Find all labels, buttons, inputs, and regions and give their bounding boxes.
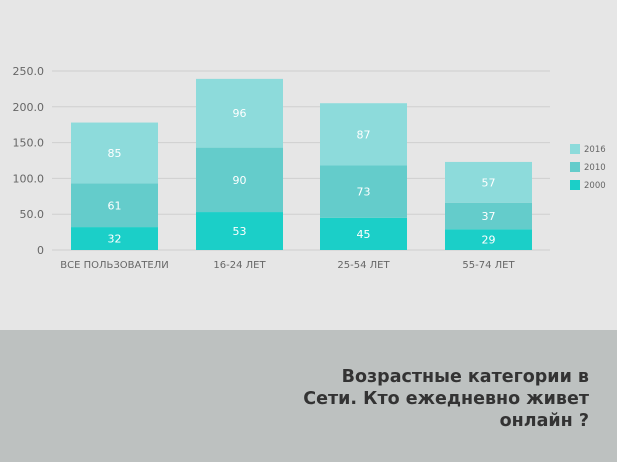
- bar-segment-2016: [320, 103, 407, 166]
- bar-segment-2000: [196, 212, 283, 250]
- data-label: 29: [482, 234, 496, 247]
- slide-title: Возрастные категории в Сети. Кто ежеднев…: [303, 367, 589, 431]
- legend-label: 2010: [584, 163, 606, 173]
- bar-segment-2000: [445, 229, 532, 250]
- x-tick-label: ВСЕ ПОЛЬЗОВАТЕЛИ: [60, 260, 169, 271]
- bar-segment-2016: [71, 122, 158, 184]
- y-tick-label: 150.0: [13, 137, 45, 150]
- bar-segment-2000: [320, 217, 407, 250]
- legend-swatch: [570, 180, 580, 190]
- y-tick-label: 50.0: [20, 208, 45, 221]
- y-tick-label: 0: [37, 244, 44, 257]
- data-label: 53: [233, 225, 247, 238]
- legend-label: 2000: [584, 181, 606, 191]
- data-label: 32: [108, 233, 122, 246]
- data-label: 85: [108, 147, 122, 160]
- bar-segment-2010: [196, 147, 283, 213]
- data-label: 73: [357, 186, 371, 199]
- bar-segment-2000: [71, 227, 158, 250]
- data-label: 37: [482, 210, 496, 223]
- bar-segment-2016: [196, 78, 283, 148]
- x-tick-label: 55-74 ЛЕТ: [462, 260, 515, 271]
- bar-segment-2016: [445, 161, 532, 203]
- data-label: 96: [233, 107, 247, 120]
- y-tick-label: 200.0: [13, 101, 45, 114]
- bar-segment-2010: [71, 183, 158, 228]
- y-tick-label: 250.0: [13, 65, 45, 78]
- legend-swatch: [570, 144, 580, 154]
- data-label: 87: [357, 128, 371, 141]
- legend-label: 2016: [584, 145, 606, 155]
- data-label: 61: [108, 199, 122, 212]
- stacked-bar-chart: 0 50.0 100.0 150.0 200.0 250.0 32 61 85 ВСЕ ПОЛЬЗ…: [13, 65, 606, 271]
- x-tick-label: 16-24 ЛЕТ: [213, 260, 266, 271]
- x-tick-label: 25-54 ЛЕТ: [337, 260, 390, 271]
- y-tick-label: 100.0: [13, 172, 45, 185]
- bar-segment-2010: [445, 202, 532, 230]
- data-label: 45: [357, 228, 371, 241]
- data-label: 90: [233, 174, 247, 187]
- data-label: 57: [482, 176, 496, 189]
- bar-segment-2010: [320, 165, 407, 218]
- title-band: [0, 330, 617, 462]
- legend-swatch: [570, 162, 580, 172]
